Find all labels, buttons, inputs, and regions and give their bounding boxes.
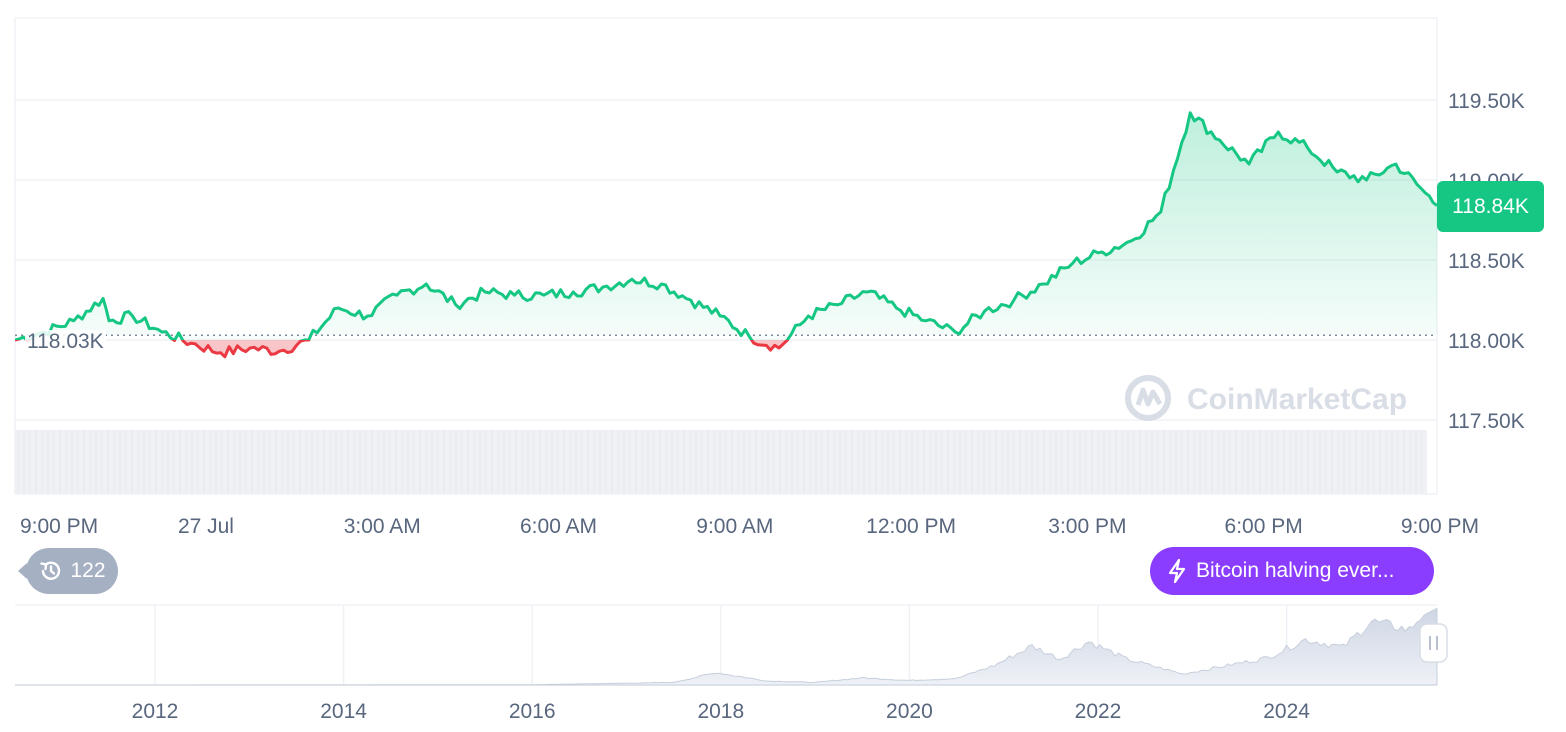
range-navigator[interactable]: 2012 2014 2016 2018 2020 2022 2024 [15,604,1448,723]
price-area-up [15,112,1437,340]
x-axis-labels: 9:00 PM 27 Jul 3:00 AM 6:00 AM 9:00 AM 12:00 … [20,515,1479,538]
x-tick-label: 12:00 PM [866,515,956,538]
navigator-year-label: 2024 [1263,700,1310,723]
x-tick-label: 3:00 AM [344,515,421,538]
bitcoin-halving-event-badge[interactable]: Bitcoin halving ever... [1150,547,1434,595]
navigator-year-label: 2012 [132,700,179,723]
navigator-year-labels: 2012 2014 2016 2018 2020 2022 2024 [132,700,1311,723]
x-tick-label: 27 Jul [178,515,234,538]
navigator-year-label: 2020 [886,700,933,723]
price-area-up-fill [15,112,1437,340]
coinmarketcap-logo-icon [1125,375,1171,421]
x-tick-label: 3:00 PM [1048,515,1126,538]
current-price-tag: 118.84K [1437,181,1544,232]
navigator-area-fill [15,607,1438,686]
navigator-year-label: 2018 [697,700,744,723]
watermark-text: CoinMarketCap [1187,383,1407,416]
x-tick-label: 9:00 AM [696,515,773,538]
x-tick-label: 9:00 PM [1401,515,1479,538]
price-line-up-segment [15,111,1437,340]
y-tick-label: 118.00K [1448,330,1525,353]
x-tick-label: 9:00 PM [20,515,98,538]
y-tick-label: 118.50K [1448,250,1525,273]
navigator-year-label: 2016 [509,700,556,723]
price-line-up [15,111,1437,340]
event-badge-label: Bitcoin halving ever... [1196,559,1395,582]
navigator-year-label: 2014 [320,700,367,723]
price-line-down-segment [15,340,790,359]
coinmarketcap-watermark: CoinMarketCap [1125,375,1407,421]
x-tick-label: 6:00 AM [520,515,597,538]
lightning-icon [1168,558,1186,584]
y-tick-label: 119.50K [1448,90,1525,113]
y-tick-label: 117.50K [1448,410,1525,433]
navigator-year-label: 2022 [1075,700,1122,723]
navigator-handle[interactable] [1419,623,1448,663]
reference-price-label: 118.03K [25,330,106,354]
volume-bars [15,430,1427,494]
navigator-area [15,607,1438,686]
history-count: 122 [70,559,106,582]
x-tick-label: 6:00 PM [1225,515,1303,538]
history-badge[interactable]: 122 [18,548,118,594]
volume-ticks [17,430,1423,494]
price-line-down [15,340,790,359]
history-clock-icon [40,561,61,580]
